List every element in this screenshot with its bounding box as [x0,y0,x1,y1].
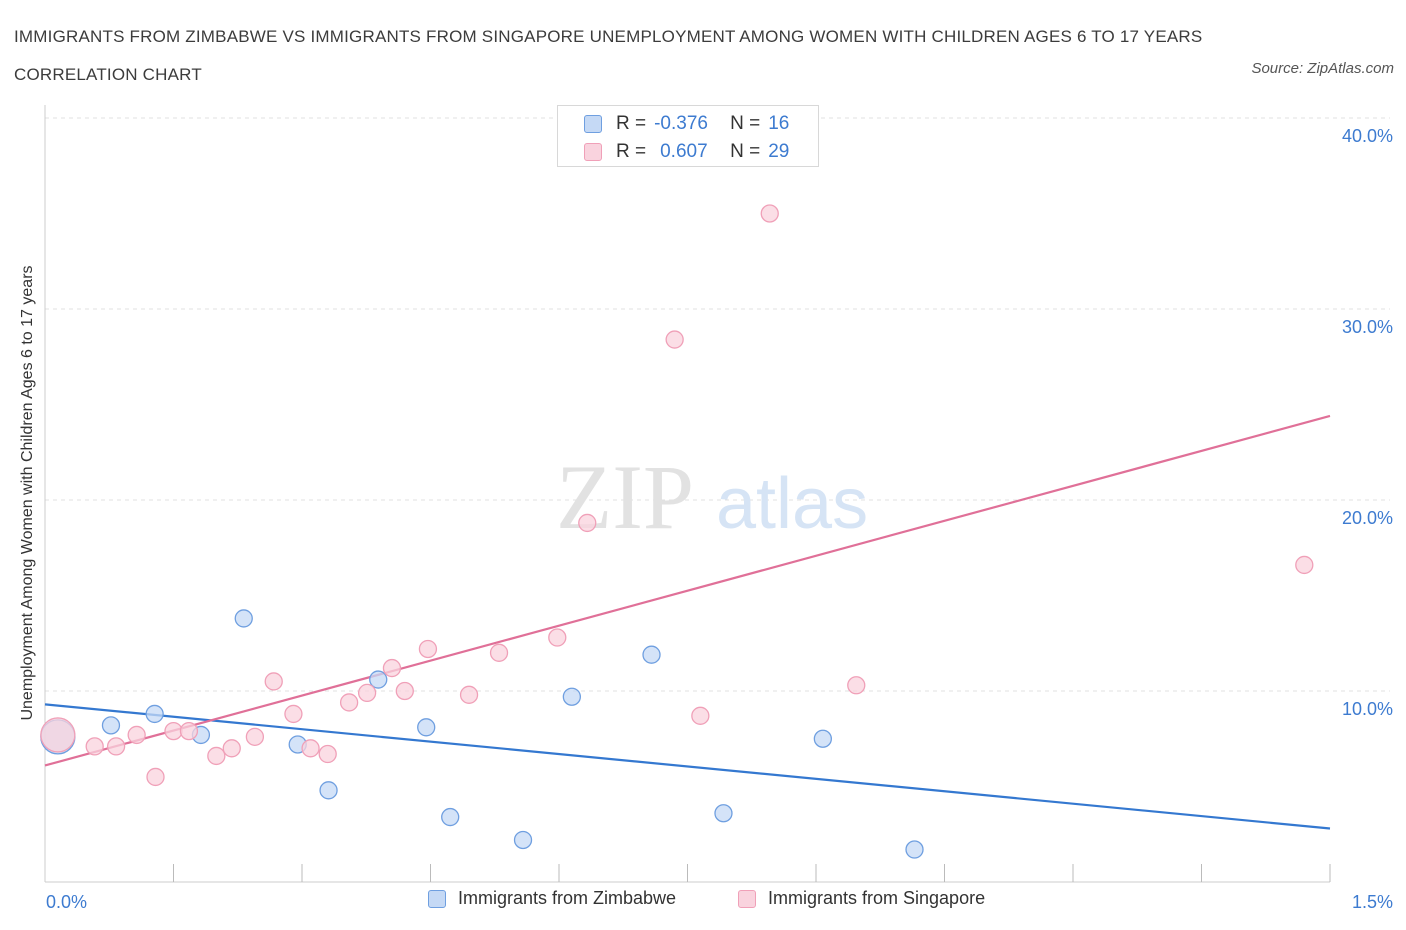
point-zimbabwe [642,645,661,664]
legend-r-value: -0.376 [654,113,708,134]
x-tick-label: 1.5% [1352,892,1393,912]
point-zimbabwe [101,716,121,735]
y-tick-label: 20.0% [1342,508,1393,528]
point-singapore [85,737,104,756]
series-swatch-zimbabwe [428,889,446,908]
y-tick-label: 30.0% [1342,317,1393,337]
trend-line-singapore [44,414,1331,767]
legend-r-value: 0.607 [660,141,708,162]
point-zimbabwe [813,729,833,748]
point-singapore [357,683,377,703]
point-singapore [40,717,76,753]
point-singapore [127,725,146,745]
grid-lines [45,117,1390,692]
point-zimbabwe [417,718,436,737]
point-zimbabwe [562,687,581,706]
y-tick-label: 10.0% [1342,699,1393,719]
point-singapore [207,746,226,766]
point-singapore [222,739,241,758]
point-singapore [339,693,359,712]
point-zimbabwe [905,840,924,859]
legend-row-zimbabwe: R = -0.376 N = 16 [584,112,789,136]
series-legend: Immigrants from Zimbabwe Immigrants from… [0,888,1406,918]
point-singapore [548,628,567,647]
point-zimbabwe [319,781,338,800]
watermark-zip: ZIP [556,446,694,548]
point-zimbabwe [234,609,253,628]
point-singapore [578,513,597,533]
point-singapore [264,672,283,691]
legend-n-label: N = [730,141,761,162]
point-zimbabwe [513,830,533,850]
trend-line-zimbabwe [44,703,1331,830]
source-label: Source: ZipAtlas.com [1251,60,1394,77]
x-tick-label: 0.0% [46,892,87,912]
point-singapore [418,639,438,659]
point-singapore [665,330,684,349]
series-legend-singapore: Immigrants from Singapore [738,888,985,909]
point-zimbabwe [441,807,460,827]
series-name-zimbabwe: Immigrants from Zimbabwe [458,888,677,908]
point-singapore [760,204,779,223]
series-name-singapore: Immigrants from Singapore [768,888,986,908]
axes [44,105,1331,883]
legend-swatch-singapore [584,143,602,161]
legend-r-label: R = [616,113,647,134]
point-singapore [459,685,479,704]
point-singapore [318,744,337,764]
point-singapore [164,721,183,741]
legend-n-label: N = [730,113,761,134]
point-zimbabwe [369,670,388,689]
point-singapore [395,681,414,701]
trend-lines [44,414,1331,830]
legend-row-singapore: R = 0.607 N = 29 [584,140,789,164]
point-singapore [1295,555,1314,575]
point-singapore [179,721,199,741]
tick-labels: 10.0% 20.0% 30.0% 40.0% 0.0% 1.5% [46,126,1393,912]
point-zimbabwe [145,704,164,724]
legend-n-value: 29 [768,141,790,162]
series-swatch-singapore [738,889,756,908]
data-points [40,204,1314,859]
correlation-legend: R = -0.376 N = 16 R = 0.607 N = 29 [557,105,819,167]
point-singapore [245,727,265,746]
point-singapore [106,737,126,756]
series-legend-zimbabwe: Immigrants from Zimbabwe [428,888,676,909]
point-singapore [284,704,303,724]
chart-title: IMMIGRANTS FROM ZIMBABWE VS IMMIGRANTS F… [14,27,1203,84]
watermark: ZIP atlas [556,446,868,548]
point-zimbabwe [714,804,733,823]
point-singapore [489,643,509,662]
point-singapore [382,658,402,678]
point-singapore [691,706,710,725]
point-singapore [146,767,165,787]
point-singapore [301,739,320,758]
y-tick-label: 40.0% [1342,126,1393,146]
watermark-atlas: atlas [716,464,868,544]
y-axis-label: Unemployment Among Women with Children A… [19,265,36,721]
legend-n-value: 16 [768,113,790,134]
point-singapore [847,676,866,695]
legend-swatch-zimbabwe [584,115,602,133]
legend-r-label: R = [616,141,647,162]
